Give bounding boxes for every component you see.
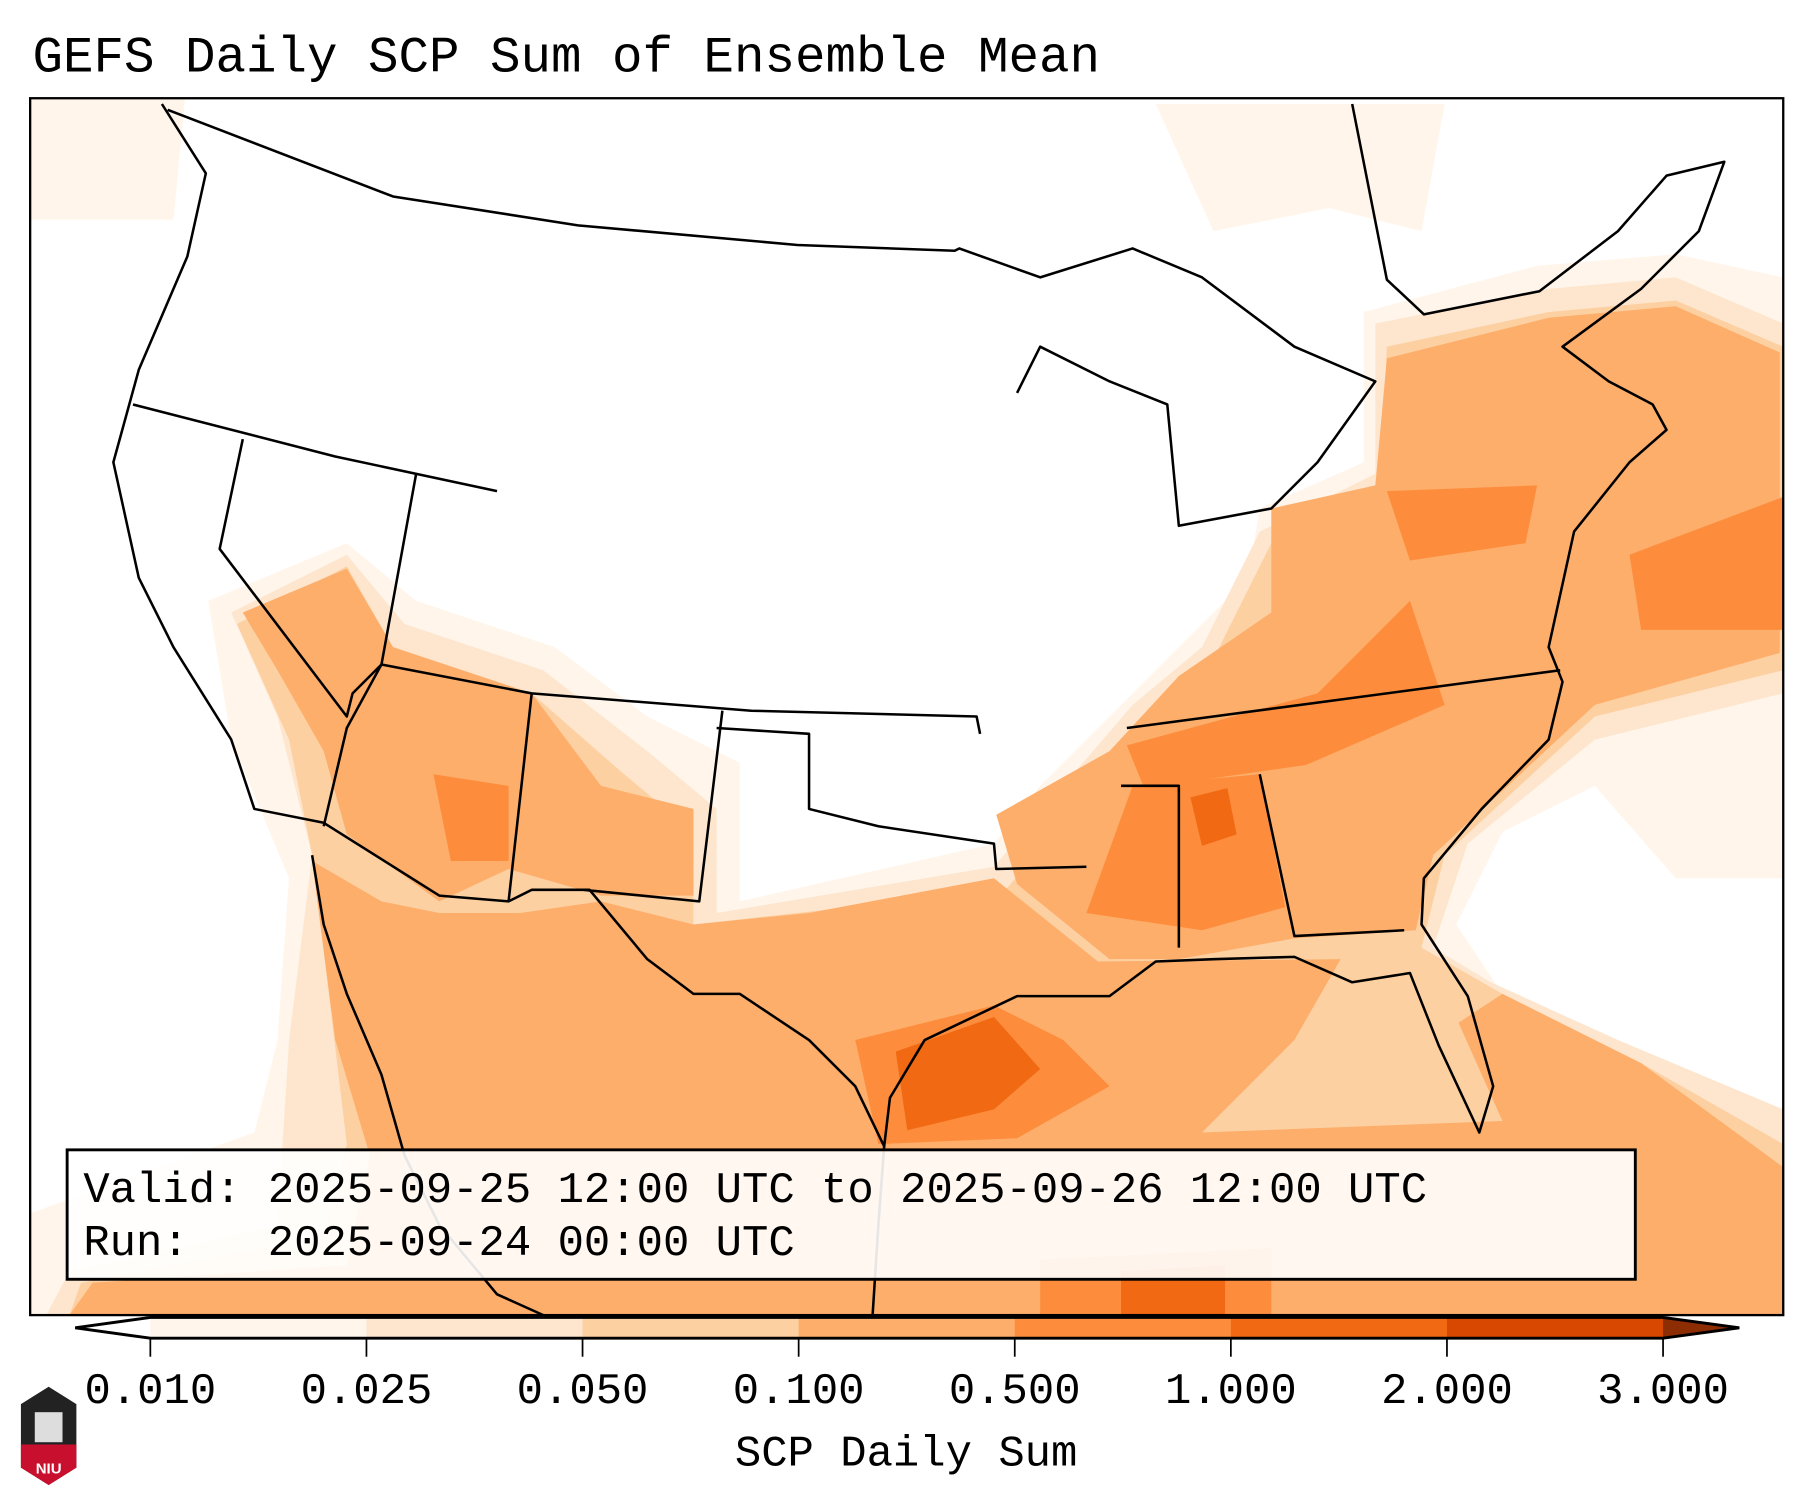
shading-dark-orange: [1190, 788, 1237, 846]
niu-logo: NIU: [20, 1386, 77, 1485]
colorbar-over-extension: [1663, 1317, 1740, 1339]
colorbar: 0.010 0.025 0.050 0.100 0.500 1.000 2.000 3.000: [75, 1315, 1740, 1417]
colorbar-tick-label: 2.000: [1381, 1367, 1513, 1417]
state-line: [507, 693, 533, 902]
colorbar-segment: [1230, 1317, 1448, 1339]
shading-orange: [433, 774, 509, 861]
figure-title: GEFS Daily SCP Sum of Ensemble Mean: [32, 31, 1100, 88]
shading-orange: [1126, 600, 1445, 789]
colorbar-tick-label: 0.025: [301, 1367, 433, 1417]
colorbar-tick-label: 3.000: [1597, 1367, 1729, 1417]
logo-text: NIU: [36, 1460, 62, 1477]
valid-time-text: Valid: 2025-09-25 12:00 UTC to 2025-09-2…: [83, 1166, 1427, 1216]
state-line: [1258, 774, 1405, 938]
canada-us-border: [167, 108, 1377, 528]
colorbar-label: SCP Daily Sum: [735, 1429, 1078, 1479]
coastlines-borders: [112, 103, 1726, 1316]
colorbar-tick-label: 0.010: [84, 1367, 216, 1417]
colorbar-tick-label: 0.050: [517, 1367, 649, 1417]
shading-dark-orange: [895, 1016, 1041, 1131]
mexico-coast: [310, 854, 544, 1316]
info-box: Valid: 2025-09-25 12:00 UTC to 2025-09-2…: [65, 1148, 1637, 1281]
shading-orange: [1086, 774, 1286, 931]
colorbar-tick-label: 0.500: [949, 1367, 1081, 1417]
colorbar-tick-label: 1.000: [1165, 1367, 1297, 1417]
state-line: [1121, 784, 1181, 948]
shading-light-orange: [242, 568, 694, 902]
state-line: [1126, 669, 1561, 730]
state-line: [716, 726, 1087, 871]
shading-lightest: [1155, 104, 1445, 232]
colorbar-segment: [798, 1317, 1016, 1339]
shading-lightest: [30, 98, 186, 220]
colorbar-segment: [582, 1317, 800, 1339]
us-outline: [112, 103, 1726, 1148]
state-line: [583, 710, 724, 903]
state-line: [322, 473, 418, 827]
colorbar-under-extension: [75, 1317, 151, 1339]
state-line: [132, 403, 498, 493]
shading-orange: [1629, 496, 1784, 630]
colorbar-segment: [1014, 1317, 1232, 1339]
run-time-text: Run: 2025-09-24 00:00 UTC: [83, 1219, 794, 1269]
colorbar-segment: [1446, 1317, 1664, 1339]
map-panel: [30, 98, 1784, 1316]
map-frame: [29, 97, 1785, 1317]
colorbar-tick-label: 0.100: [733, 1367, 865, 1417]
colorbar-segment: [366, 1317, 584, 1339]
shading-orange: [1386, 485, 1538, 561]
colorbar-segment: [150, 1317, 368, 1339]
